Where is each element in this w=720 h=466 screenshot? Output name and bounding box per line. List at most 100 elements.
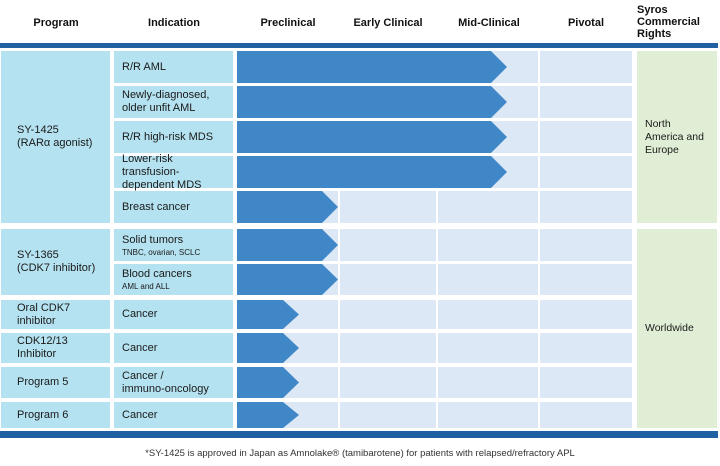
rights-label: Worldwide bbox=[645, 322, 694, 334]
lane-cell-pivotal bbox=[540, 191, 632, 223]
column-header-mid-clinical: Mid-Clinical bbox=[458, 17, 520, 29]
lane-cell-mid-clinical bbox=[438, 191, 538, 223]
stage-lane bbox=[237, 156, 632, 188]
rights-cell-worldwide: Worldwide bbox=[637, 229, 717, 428]
column-header-program: Program bbox=[33, 17, 79, 29]
indication-sublabel: TNBC, ovarian, SCLC bbox=[122, 247, 201, 257]
program-detail: (RARα agonist) bbox=[17, 137, 93, 149]
program-name: SY-1425 bbox=[17, 124, 59, 136]
lane-cell-pivotal bbox=[540, 86, 632, 118]
lane-cell-early-clinical bbox=[340, 333, 436, 363]
indication-cell: Cancer bbox=[114, 333, 233, 363]
indication-label: Cancer bbox=[122, 341, 158, 354]
lane-cell-mid-clinical bbox=[438, 333, 538, 363]
stage-arrow-early-clinical bbox=[237, 264, 338, 295]
lane-cell-mid-clinical bbox=[438, 402, 538, 428]
lane-cell-pivotal bbox=[540, 229, 632, 261]
indication-label: Solid tumors bbox=[122, 233, 184, 246]
lane-cell-early-clinical bbox=[340, 229, 436, 261]
stage-arrow-early-clinical bbox=[237, 229, 338, 261]
program-detail: inhibitor bbox=[17, 314, 56, 327]
program-name: SY-1365 bbox=[17, 249, 59, 261]
indication-label: Breast cancer bbox=[122, 200, 190, 213]
stage-arrow-mid-clinical bbox=[237, 121, 507, 153]
program-detail: (CDK7 inhibitor) bbox=[17, 262, 96, 274]
lane-cell-early-clinical bbox=[340, 300, 436, 329]
program-cell-oral-cdk7: Oral CDK7 inhibitor bbox=[1, 300, 110, 329]
program-cell-cdk12-13: CDK12/13 Inhibitor bbox=[1, 333, 110, 363]
lane-cell-mid-clinical bbox=[438, 367, 538, 398]
stage-lane bbox=[237, 402, 632, 428]
header-divider-bar bbox=[0, 43, 718, 48]
column-header-indication: Indication bbox=[148, 17, 200, 29]
program-name: Oral CDK7 bbox=[17, 301, 71, 314]
lane-cell-mid-clinical bbox=[438, 300, 538, 329]
indication-cell: Cancer bbox=[114, 402, 233, 428]
indication-label: Cancer / bbox=[122, 369, 164, 382]
stage-lane bbox=[237, 191, 632, 223]
indication-label: Newly-diagnosed, bbox=[122, 89, 210, 101]
indication-label: Lower-risk transfusion- bbox=[122, 152, 180, 178]
indication-cell: Cancer bbox=[114, 300, 233, 329]
indication-cell: Solid tumors TNBC, ovarian, SCLC bbox=[114, 229, 233, 261]
stage-arrow-mid-clinical bbox=[237, 156, 507, 188]
lane-cell-early-clinical bbox=[340, 367, 436, 398]
stage-lane bbox=[237, 300, 632, 329]
indication-label: R/R AML bbox=[122, 60, 167, 73]
column-header-pivotal: Pivotal bbox=[567, 17, 605, 29]
lane-cell-pivotal bbox=[540, 121, 632, 153]
stage-lane bbox=[237, 333, 632, 363]
indication-cell: Blood cancers AML and ALL bbox=[114, 264, 233, 295]
lane-cell-early-clinical bbox=[340, 191, 436, 223]
program-cell-program6: Program 6 bbox=[1, 402, 110, 428]
indication-cell: Lower-risk transfusion- dependent MDS bbox=[114, 152, 233, 191]
indication-cell: Cancer / immuno-oncology bbox=[114, 367, 233, 398]
lane-cell-mid-clinical bbox=[438, 264, 538, 295]
lane-cell-pivotal bbox=[540, 51, 632, 83]
indication-label: R/R high-risk MDS bbox=[122, 130, 214, 143]
indication-cell: Breast cancer bbox=[114, 191, 233, 223]
stage-lane bbox=[237, 367, 632, 398]
rights-cell-north-america-europe: North America and Europe bbox=[637, 51, 717, 223]
program-cell-sy1425: SY-1425 (RARα agonist) bbox=[1, 51, 110, 223]
lane-cell-early-clinical bbox=[340, 264, 436, 295]
program-name: Program 6 bbox=[17, 408, 69, 421]
indication-label: immuno-oncology bbox=[122, 382, 209, 395]
footnote: *SY-1425 is approved in Japan as Amnolak… bbox=[145, 448, 575, 459]
footer-divider-bar bbox=[0, 431, 718, 438]
program-detail: Inhibitor bbox=[17, 348, 57, 360]
stage-arrow-mid-clinical bbox=[237, 51, 507, 83]
indication-label: Cancer bbox=[122, 308, 158, 320]
indication-cell: Newly-diagnosed, older unfit AML bbox=[114, 86, 233, 118]
indication-cell: R/R AML bbox=[114, 51, 233, 83]
indication-label: Cancer bbox=[122, 408, 158, 421]
lane-cell-pivotal bbox=[540, 367, 632, 398]
lane-cell-pivotal bbox=[540, 402, 632, 428]
indication-label: older unfit AML bbox=[122, 102, 196, 114]
stage-lane bbox=[237, 229, 632, 261]
stage-lane bbox=[237, 264, 632, 295]
stage-arrow-early-clinical bbox=[237, 191, 338, 223]
program-name: CDK12/13 bbox=[17, 335, 68, 347]
program-cell-program5: Program 5 bbox=[1, 367, 110, 398]
program-cell-sy1365: SY-1365 (CDK7 inhibitor) bbox=[1, 229, 110, 295]
lane-cell-pivotal bbox=[540, 156, 632, 188]
column-header-commercial-rights: Syros Commercial Rights bbox=[637, 4, 700, 40]
stage-lane bbox=[237, 51, 632, 83]
indication-label: Blood cancers bbox=[122, 268, 192, 280]
lane-cell-pivotal bbox=[540, 264, 632, 295]
column-header-early-clinical: Early Clinical bbox=[353, 17, 423, 29]
lane-cell-pivotal bbox=[540, 333, 632, 363]
lane-cell-mid-clinical bbox=[438, 229, 538, 261]
rights-label: North America and Europe bbox=[645, 117, 704, 156]
stage-lane bbox=[237, 121, 632, 153]
indication-sublabel: AML and ALL bbox=[122, 282, 170, 291]
stage-arrow-mid-clinical bbox=[237, 86, 507, 118]
indication-label: dependent MDS bbox=[122, 178, 202, 191]
column-header-preclinical: Preclinical bbox=[260, 17, 316, 29]
lane-cell-early-clinical bbox=[340, 402, 436, 428]
program-name: Program 5 bbox=[17, 376, 69, 388]
stage-lane bbox=[237, 86, 632, 118]
indication-cell: R/R high-risk MDS bbox=[114, 121, 233, 153]
